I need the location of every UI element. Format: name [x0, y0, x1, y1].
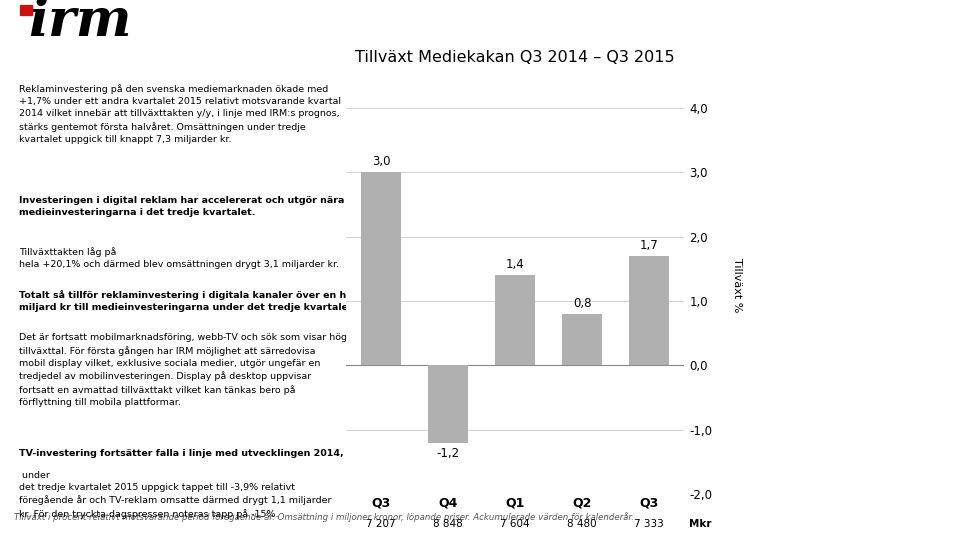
- Bar: [629, 256, 669, 366]
- Text: TV, Radio & Bio: TV, Radio & Bio: [730, 320, 809, 330]
- Text: 7 333: 7 333: [635, 518, 664, 529]
- Text: 7 604: 7 604: [500, 518, 530, 529]
- Text: Tabell: Tabell: [730, 38, 759, 48]
- Text: 0,8: 0,8: [573, 297, 591, 310]
- Text: Tillväxt per mediekanal: Tillväxt per mediekanal: [730, 100, 852, 111]
- Text: Utomhus & Butiksmedia: Utomhus & Butiksmedia: [730, 351, 855, 361]
- Text: Sammanfattning: Sammanfattning: [730, 69, 828, 79]
- Text: 3,0: 3,0: [372, 156, 391, 168]
- Text: Digitala kanaler: Digitala kanaler: [730, 163, 812, 173]
- Text: Tillväxt i procent relativt motsvarande period föregående år. Omsättning i miljo: Tillväxt i procent relativt motsvarande …: [14, 512, 634, 522]
- Text: Gratisdistribuerade tidningar: Gratisdistribuerade tidningar: [730, 226, 881, 236]
- Text: Direktreklam: Direktreklam: [730, 288, 797, 299]
- Text: 8 848: 8 848: [433, 518, 463, 529]
- Text: 1,4: 1,4: [506, 258, 524, 271]
- Text: -1,2: -1,2: [437, 447, 460, 460]
- Text: Summary & data table in English: Summary & data table in English: [730, 414, 901, 424]
- Text: 7 207: 7 207: [367, 518, 396, 529]
- Text: TV-investering fortsätter falla i linje med utvecklingen 2014,: TV-investering fortsätter falla i linje …: [19, 449, 344, 458]
- Bar: [361, 172, 401, 366]
- Text: 8 480: 8 480: [567, 518, 597, 529]
- Bar: [428, 366, 468, 443]
- Text: 1,7: 1,7: [639, 239, 659, 252]
- Bar: [562, 314, 602, 366]
- Text: Förmedlad andel: Förmedlad andel: [730, 382, 817, 393]
- Title: Tillväxt Mediekakan Q3 2014 – Q3 2015: Tillväxt Mediekakan Q3 2014 – Q3 2015: [355, 50, 675, 65]
- Bar: [495, 275, 535, 366]
- Text: Det är fortsatt mobilmarknadsföring, webb-TV och sök som visar höga
tillväxttal.: Det är fortsatt mobilmarknadsföring, web…: [19, 333, 353, 407]
- Text: Investeringen i digital reklam har accelererat och utgör nära 43% av
medieinvest: Investeringen i digital reklam har accel…: [19, 196, 386, 217]
- Text: under
det tredje kvartalet 2015 uppgick tappet till -3,9% relativt
föregående år: under det tredje kvartalet 2015 uppgick …: [19, 470, 332, 518]
- Text: Dagspress inkl. Bilagor: Dagspress inkl. Bilagor: [730, 194, 850, 205]
- Text: Tillväxttakten låg på
hela +20,1% och därmed blev omsättningen drygt 3,1 miljard: Tillväxttakten låg på hela +20,1% och dä…: [19, 247, 340, 269]
- Text: Mkr: Mkr: [689, 518, 711, 529]
- Text: Totalt så tillför reklaminvestering i digitala kanaler över en halv
miljard kr t: Totalt så tillför reklaminvestering i di…: [19, 291, 363, 312]
- Text: Mediekakan: Mediekakan: [730, 132, 792, 142]
- Text: irm: irm: [28, 0, 132, 47]
- Text: Reklaminvestering på den svenska mediemarknaden ökade med
+1,7% under ett andra : Reklaminvestering på den svenska mediema…: [19, 84, 342, 144]
- Bar: [19, 4, 33, 15]
- Text: Tidskrifter inkl. Bilagor & Digitalt: Tidskrifter inkl. Bilagor & Digitalt: [730, 257, 900, 267]
- Text: Rapporten är framtagen för IRMs intressenter och
får inte sidenpubliceras eller : Rapporten är framtagen för IRMs intresse…: [724, 483, 904, 508]
- Y-axis label: Tillväxt %: Tillväxt %: [732, 258, 742, 312]
